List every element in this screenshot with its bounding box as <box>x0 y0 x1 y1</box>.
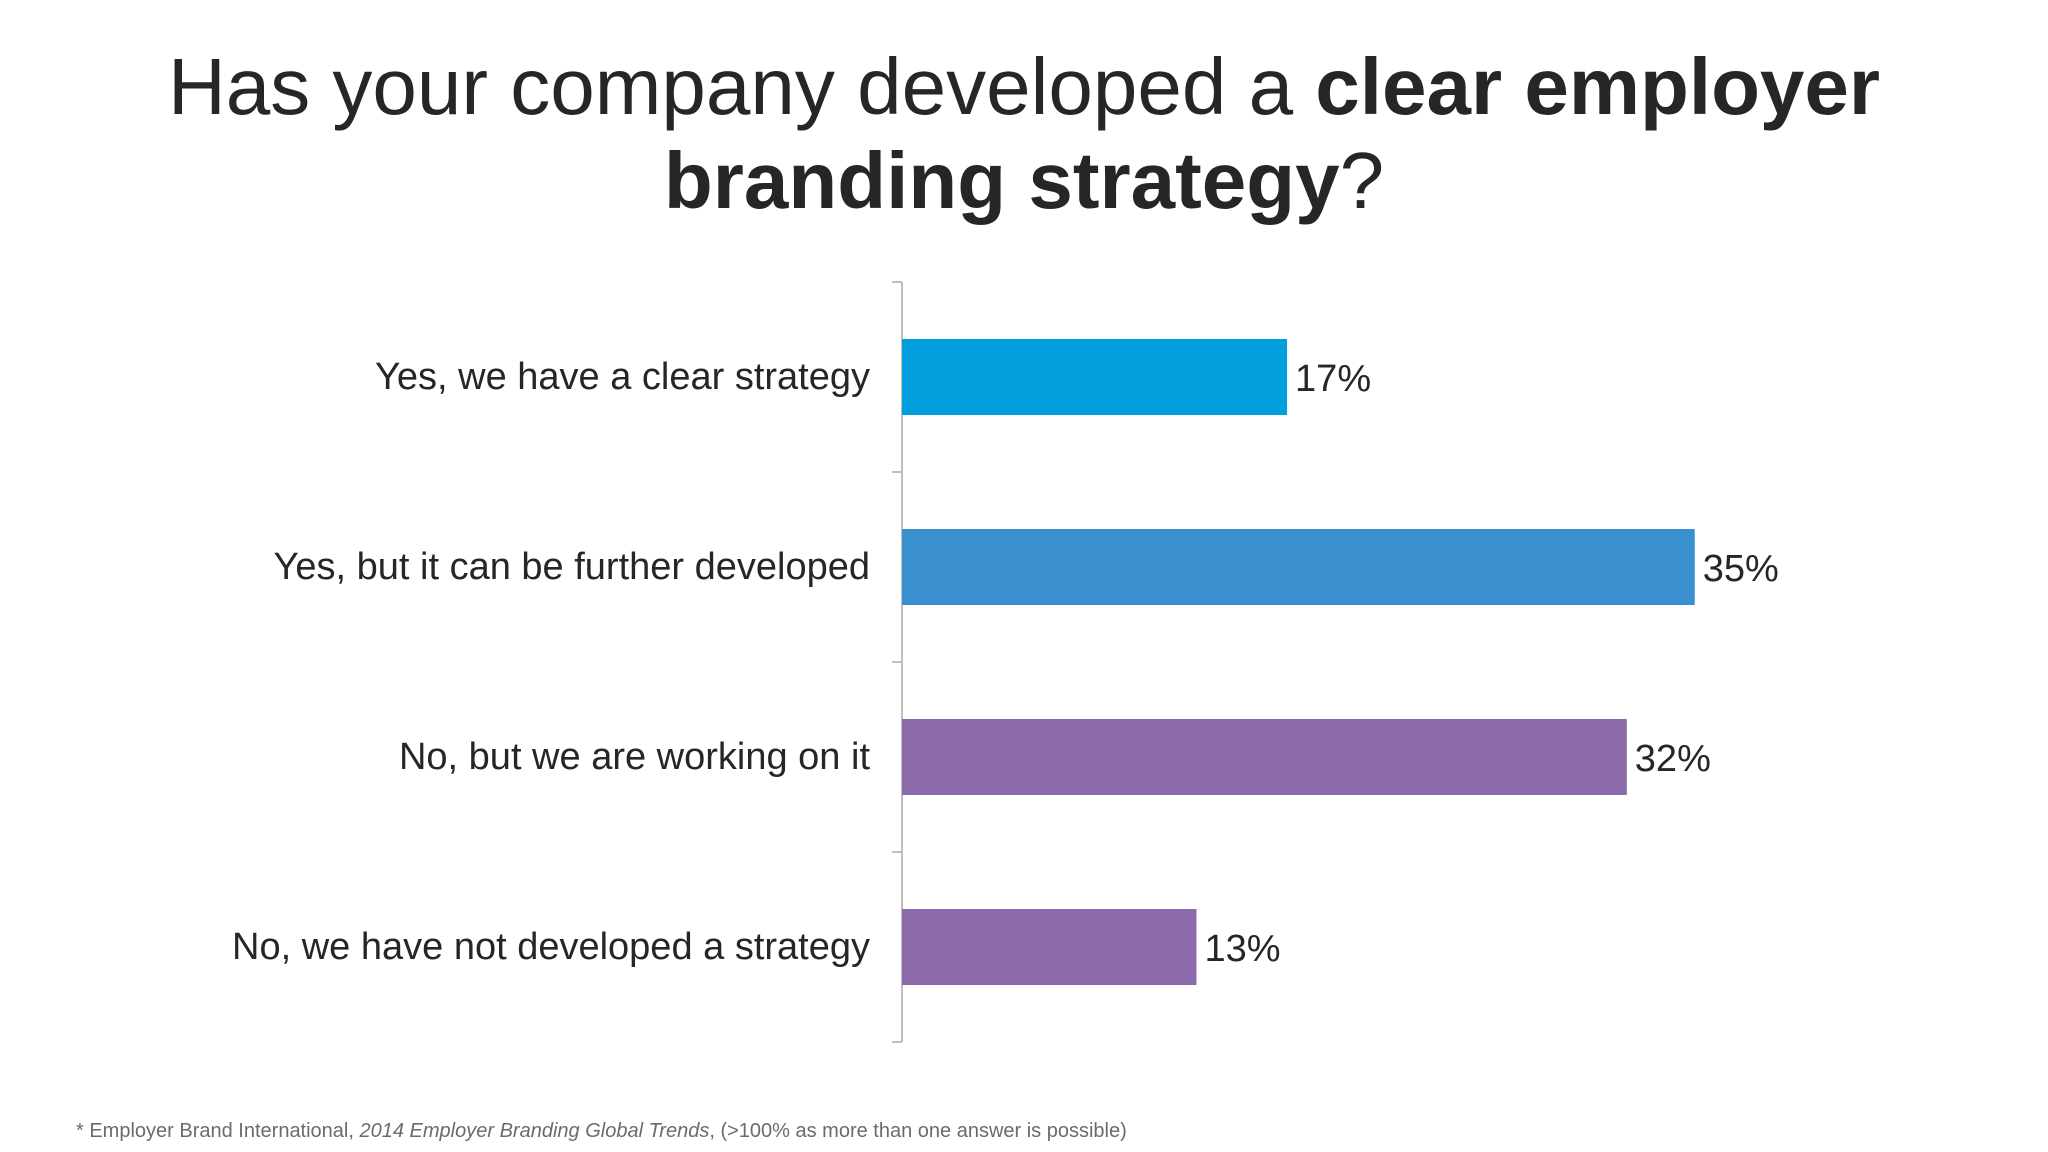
title-end: ? <box>1339 136 1385 225</box>
data-label-2: 35% <box>1703 548 1779 590</box>
data-label-1: 17% <box>1295 358 1371 400</box>
bar-4 <box>902 909 1197 985</box>
bar-1 <box>902 339 1288 415</box>
category-label-2: Yes, but it can be further developed <box>274 546 870 588</box>
footnote-italic: 2014 Employer Branding Global Trends <box>359 1120 710 1142</box>
title-part-1: Has your company developed a <box>167 42 1316 131</box>
data-label-4: 13% <box>1204 928 1280 970</box>
title-bold-1: clear employer <box>1315 42 1881 131</box>
category-label-3: No, but we are working on it <box>399 736 870 778</box>
bar-3 <box>902 719 1627 795</box>
footnote-suffix: , (>100% as more than one answer is poss… <box>709 1120 1127 1142</box>
category-label-4: No, we have not developed a strategy <box>232 926 870 968</box>
data-label-3: 32% <box>1635 738 1711 780</box>
footnote-prefix: * Employer Brand International, <box>76 1120 360 1142</box>
title-bold-2: branding strategy <box>663 136 1340 225</box>
category-label-1: Yes, we have a clear strategy <box>375 356 870 398</box>
bar-2 <box>902 529 1695 605</box>
source-footnote: * Employer Brand International, 2014 Emp… <box>76 1120 1127 1143</box>
chart-title: Has your company developed a clear emplo… <box>0 40 2048 228</box>
